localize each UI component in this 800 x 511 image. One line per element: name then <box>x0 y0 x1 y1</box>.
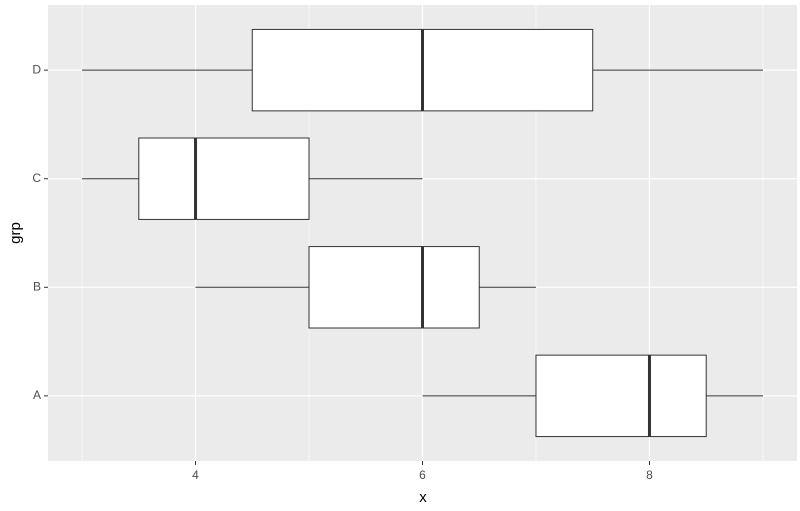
x-axis-title: x <box>419 489 427 506</box>
y-tick-label: C <box>32 171 41 185</box>
box <box>308 246 480 329</box>
y-axis-title: grp <box>7 222 24 244</box>
box <box>535 354 707 438</box>
y-tick-label: D <box>32 62 41 76</box>
y-tick-label: B <box>33 279 41 293</box>
x-tick-label: 8 <box>646 468 653 482</box>
y-tick-label: A <box>33 388 41 402</box>
x-tick-label: 4 <box>192 468 199 482</box>
x-tick-label: 6 <box>419 468 426 482</box>
box <box>138 137 310 220</box>
